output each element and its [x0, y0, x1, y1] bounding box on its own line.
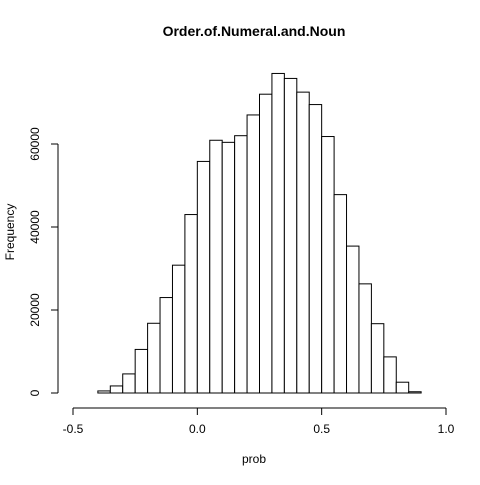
histogram-bar [122, 373, 136, 394]
y-tick-label: 60000 [28, 127, 42, 161]
histogram-bar [147, 322, 161, 394]
histogram-bar [134, 348, 149, 394]
y-tick-label: 20000 [28, 293, 42, 327]
histogram-bar [109, 385, 124, 394]
histogram-bar [283, 77, 298, 394]
y-axis-label: Frequency [3, 204, 17, 261]
histogram-bar [246, 114, 261, 394]
histogram-bar [221, 141, 236, 394]
histogram-bar [209, 139, 223, 394]
x-tick-label: 1.0 [438, 422, 455, 436]
histogram-bar [321, 136, 335, 394]
histogram-bar [333, 194, 348, 394]
y-tick-label: 0 [28, 389, 42, 396]
y-axis: 0 20000 40000 60000 [28, 127, 59, 396]
histogram-bar [271, 72, 285, 394]
histogram-bar [171, 264, 186, 394]
x-axis-label: prob [242, 452, 266, 466]
histogram-bar [408, 391, 422, 394]
histogram-bar [184, 214, 198, 394]
histogram-bar [159, 297, 173, 394]
histogram-bar [370, 323, 385, 394]
histogram-bar [395, 381, 410, 394]
x-tick-label: -0.5 [63, 422, 84, 436]
histogram-bar [259, 93, 273, 394]
chart-title: Order.of.Numeral.and.Noun [163, 23, 346, 39]
histogram-bar [97, 390, 111, 394]
histogram-bar [196, 160, 211, 394]
x-axis: -0.5 0.0 0.5 1.0 [63, 407, 455, 436]
x-tick-label: 0.0 [189, 422, 206, 436]
histogram-bar [296, 91, 310, 394]
histogram-bars [97, 72, 422, 394]
y-tick-label: 40000 [28, 210, 42, 244]
histogram-bar [234, 135, 248, 394]
histogram-bar [308, 104, 323, 394]
histogram-bar [358, 283, 372, 394]
histogram-bar [383, 356, 397, 394]
histogram-bar [346, 245, 360, 394]
x-tick-label: 0.5 [313, 422, 330, 436]
